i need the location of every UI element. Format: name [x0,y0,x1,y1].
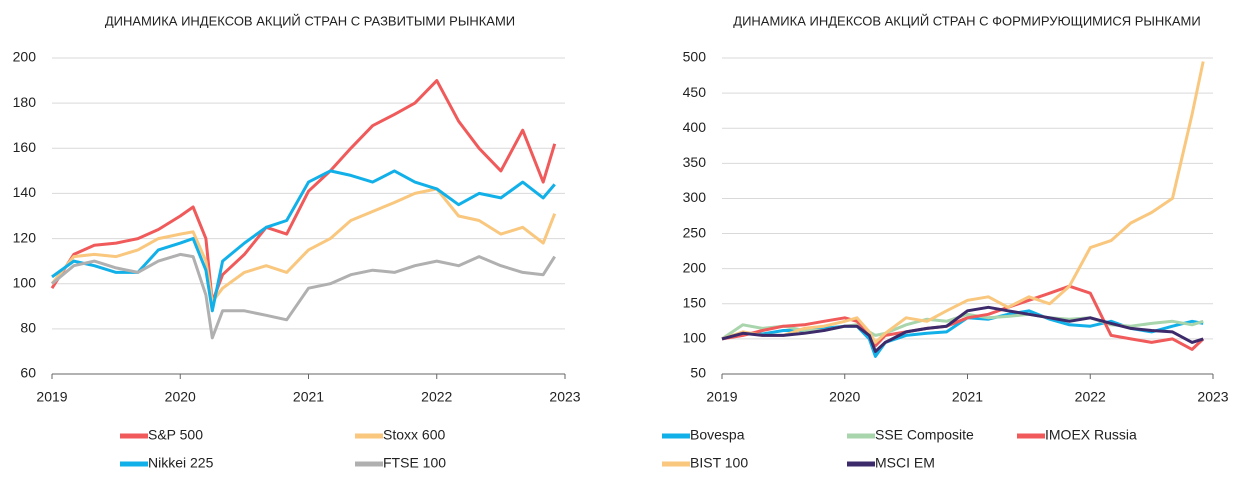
y-tick-label: 500 [683,49,707,65]
series-line [721,61,1205,344]
legend-label: Stoxx 600 [383,427,445,443]
legend-label: Nikkei 225 [148,455,214,471]
legend-label: MSCI EM [875,455,935,471]
y-tick-label: 200 [13,49,37,65]
x-tick-label: 2023 [1197,389,1228,405]
legend-label: BIST 100 [690,455,748,471]
y-tick-label: 300 [683,189,707,205]
legend-label: FTSE 100 [383,455,446,471]
x-tick-label: 2021 [952,389,983,405]
series-line [721,284,1205,351]
x-tick-label: 2022 [1075,389,1106,405]
y-tick-label: 200 [683,259,707,275]
legend-label: S&P 500 [148,427,203,443]
x-tick-label: 2019 [36,389,67,405]
y-tick-label: 80 [20,320,36,336]
x-tick-label: 2019 [706,389,737,405]
y-tick-label: 100 [13,274,37,290]
legend-label: SSE Composite [875,427,974,443]
y-tick-label: 250 [683,224,707,240]
series-line [50,187,557,304]
chart-title: ДИНАМИКА ИНДЕКСОВ АКЦИЙ СТРАН С РАЗВИТЫМ… [105,13,515,28]
y-tick-label: 160 [13,139,37,155]
y-tick-label: 350 [683,154,707,170]
legend-label: Bovespa [690,427,745,443]
y-tick-label: 50 [690,365,706,381]
x-tick-label: 2021 [293,389,324,405]
x-tick-label: 2020 [829,389,860,405]
y-tick-label: 120 [13,229,37,245]
series-line [721,305,1204,353]
y-tick-label: 100 [683,330,707,346]
x-tick-label: 2022 [421,389,452,405]
series-line [51,169,556,313]
y-tick-label: 140 [13,184,37,200]
y-tick-label: 400 [683,119,707,135]
y-tick-label: 450 [683,84,707,100]
series-line [50,79,557,304]
y-tick-label: 150 [683,294,707,310]
x-tick-label: 2020 [165,389,196,405]
y-tick-label: 60 [20,365,36,381]
y-tick-label: 180 [13,94,37,110]
x-tick-label: 2023 [549,389,580,405]
chart-title: ДИНАМИКА ИНДЕКСОВ АКЦИЙ СТРАН С ФОРМИРУЮ… [733,13,1200,28]
legend-label: IMOEX Russia [1045,427,1137,443]
series-line [51,252,556,340]
